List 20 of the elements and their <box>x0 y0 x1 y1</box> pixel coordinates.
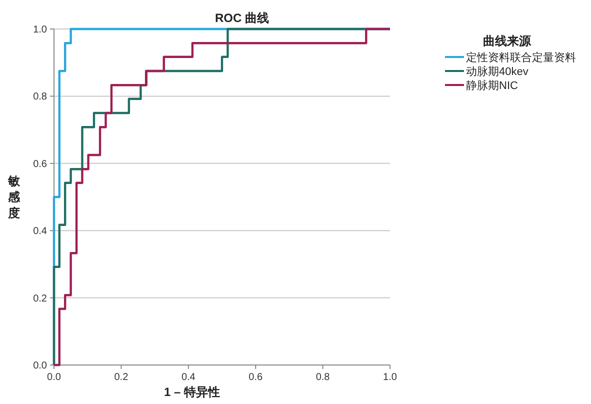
x-tick-label: 0.2 <box>114 372 129 383</box>
legend-label: 定性资料联合定量资料 <box>466 51 576 64</box>
x-tick-label: 0.6 <box>248 372 263 383</box>
legend-label: 静脉期NIC <box>466 79 518 92</box>
y-tick-label: 0.0 <box>33 360 48 372</box>
y-tick-label: 0.8 <box>33 92 48 103</box>
x-tick-label: 1.0 <box>383 372 398 383</box>
x-tick-label: 0.0 <box>47 372 62 383</box>
y-tick-label: 1.0 <box>33 24 48 36</box>
x-tick-label: 0.4 <box>181 372 196 383</box>
chart-title: ROC 曲线 <box>215 11 269 25</box>
y-tick-label: 0.6 <box>33 158 48 170</box>
y-tick-label: 0.4 <box>33 226 48 238</box>
legend-label: 动脉期40kev <box>466 65 529 78</box>
line-series <box>52 28 392 366</box>
y-tick-label: 0.2 <box>33 293 48 304</box>
x-axis-title: 1 – 特异性 <box>164 385 220 399</box>
y-axis-title: 敏感度 <box>7 174 21 220</box>
legend-title: 曲线来源 <box>483 34 532 48</box>
x-tick-label: 0.8 <box>316 372 330 383</box>
